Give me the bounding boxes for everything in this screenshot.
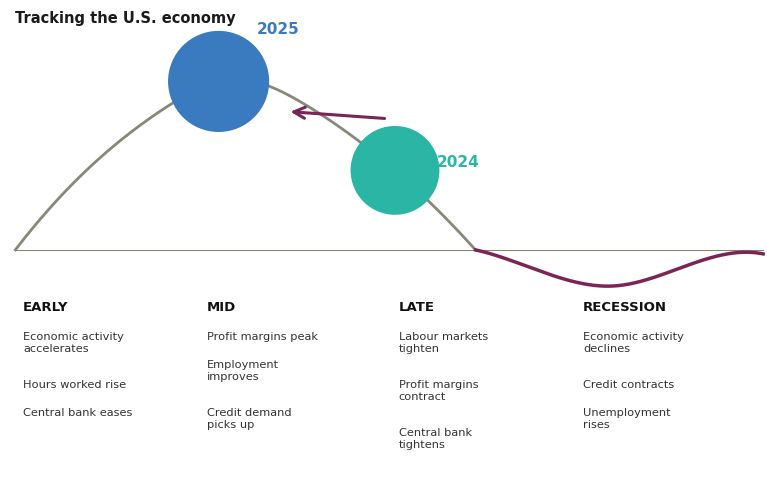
Text: Central bank
tightens: Central bank tightens <box>399 428 472 450</box>
Text: Employment
improves: Employment improves <box>207 360 279 382</box>
Text: Unemployment
rises: Unemployment rises <box>583 408 670 430</box>
Text: Economic activity
declines: Economic activity declines <box>583 332 684 354</box>
Text: Profit margins
contract: Profit margins contract <box>399 380 479 402</box>
Text: MID: MID <box>207 301 236 315</box>
Text: Labour markets
tighten: Labour markets tighten <box>399 332 488 354</box>
Text: LATE: LATE <box>399 301 435 315</box>
Text: EARLY: EARLY <box>23 301 68 315</box>
Ellipse shape <box>169 31 268 131</box>
Text: Hours worked rise: Hours worked rise <box>23 380 126 390</box>
Text: Credit demand
picks up: Credit demand picks up <box>207 408 291 430</box>
Text: Profit margins peak: Profit margins peak <box>207 332 318 342</box>
Text: Credit contracts: Credit contracts <box>583 380 674 390</box>
Text: Tracking the U.S. economy: Tracking the U.S. economy <box>15 11 236 26</box>
Ellipse shape <box>351 127 439 214</box>
Text: 2025: 2025 <box>257 23 300 38</box>
Text: RECESSION: RECESSION <box>583 301 667 315</box>
Text: Central bank eases: Central bank eases <box>23 408 133 418</box>
Text: 2024: 2024 <box>437 155 480 170</box>
Text: Economic activity
accelerates: Economic activity accelerates <box>23 332 124 354</box>
